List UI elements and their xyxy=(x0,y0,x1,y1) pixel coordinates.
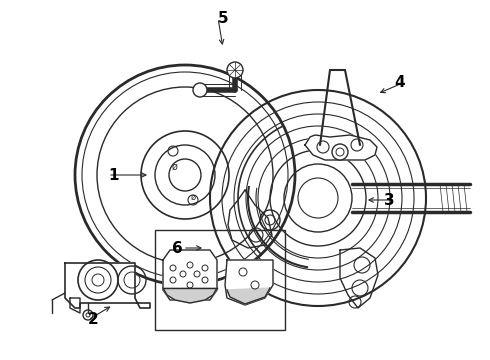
Text: 1: 1 xyxy=(108,167,119,183)
Text: 3: 3 xyxy=(384,193,395,207)
Text: 4: 4 xyxy=(394,75,405,90)
Polygon shape xyxy=(163,288,217,303)
Polygon shape xyxy=(227,288,270,304)
Bar xyxy=(155,230,285,330)
Polygon shape xyxy=(163,250,217,300)
Text: ø: ø xyxy=(172,162,178,172)
Circle shape xyxy=(332,144,348,160)
Circle shape xyxy=(227,62,243,78)
Circle shape xyxy=(193,83,207,97)
Polygon shape xyxy=(225,260,273,305)
Text: 2: 2 xyxy=(88,312,99,328)
Polygon shape xyxy=(305,135,377,160)
Polygon shape xyxy=(65,263,150,308)
Polygon shape xyxy=(70,298,80,313)
Text: 5: 5 xyxy=(218,10,229,26)
Text: 6: 6 xyxy=(172,240,183,256)
Text: ø: ø xyxy=(191,193,196,202)
